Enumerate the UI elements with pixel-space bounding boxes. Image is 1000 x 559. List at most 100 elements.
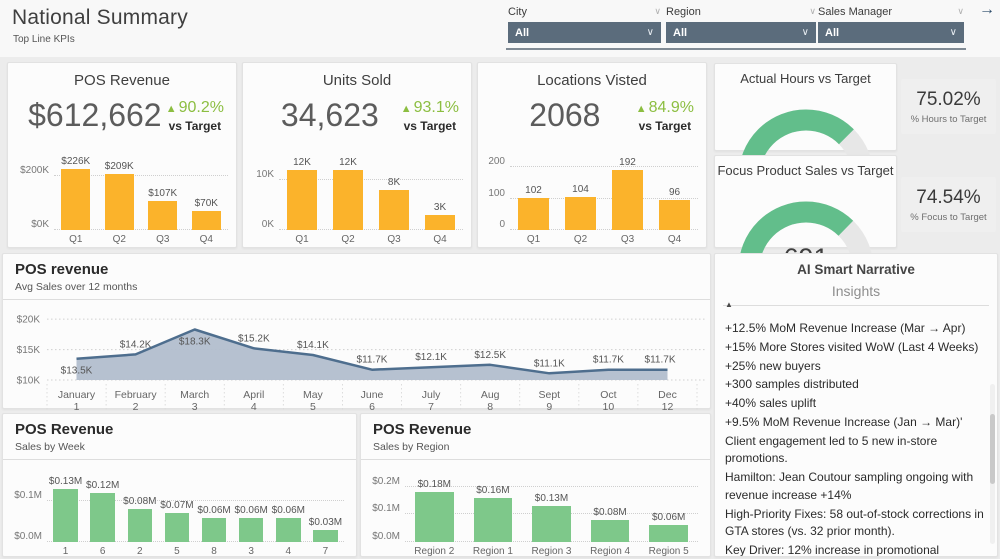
units-sold-quarterly-chart: 10K 0K 12K 12K 8K 3K Q1 Q2 Q3 Q4 — [243, 157, 471, 245]
bar-region-4[interactable] — [590, 519, 630, 542]
bar-3[interactable] — [238, 517, 264, 542]
bar-q1[interactable] — [517, 197, 550, 230]
bar-q3[interactable] — [378, 190, 410, 230]
kpi-value: $612,662 — [28, 97, 162, 133]
y-tick-label: 0K — [261, 219, 274, 230]
triangle-up-icon: ▲ — [400, 103, 412, 115]
narrative-line: +40% sales uplift — [725, 396, 817, 410]
month-label: February — [115, 389, 158, 401]
bar-value-label: $0.03M — [308, 516, 343, 528]
bar-region-3[interactable] — [532, 506, 571, 542]
pos-revenue-quarterly-chart: $200K $0K $226K $209K $107K $70K Q1 Q2 Q3 Q4 — [8, 156, 236, 245]
bar-q4[interactable] — [658, 199, 691, 230]
filter-sales-manager-select[interactable]: All ∨ — [818, 22, 964, 43]
bar-q2[interactable] — [104, 173, 134, 230]
kpi-value: 34,623 — [280, 97, 379, 133]
bar-7[interactable] — [313, 529, 338, 542]
scroll-up-icon[interactable]: ▲ — [725, 300, 733, 309]
bar-value-label: $0.18M — [417, 479, 451, 491]
filter-city: City ∨ All ∨ — [508, 4, 661, 43]
bar-value-label: 8K — [387, 177, 401, 188]
filter-city-header[interactable]: City ∨ — [508, 4, 661, 19]
panel-header: POS Revenue Sales by Week — [3, 414, 356, 460]
point-value-label: $11.1K — [534, 358, 565, 369]
gridline — [54, 175, 228, 177]
triangle-up-icon: ▲ — [635, 103, 647, 115]
x-tick-label: Region 1 — [472, 546, 513, 557]
bar-q3[interactable] — [611, 169, 644, 230]
chevron-down-icon: ∨ — [957, 6, 964, 16]
bar-q1[interactable] — [286, 170, 318, 230]
bar-value-label: $70K — [194, 198, 218, 210]
bar-region-5[interactable] — [649, 525, 689, 542]
x-tick-label: Q4 — [433, 234, 447, 245]
panel-title: POS revenue — [15, 261, 109, 278]
forward-arrow-icon[interactable]: → — [979, 1, 995, 18]
bar-5[interactable] — [164, 513, 190, 542]
bar-value-label: 12K — [339, 157, 357, 169]
y-axis: 10K 0K — [245, 159, 279, 230]
region-revenue-panel: POS Revenue Sales by Region $0.2M $0.1M $0… — [360, 413, 711, 557]
trend-line[interactable] — [76, 328, 668, 375]
scrollbar-thumb[interactable] — [990, 414, 995, 484]
gauge-title: Focus Product Sales vs Target — [717, 163, 894, 178]
bar-q4[interactable] — [424, 215, 456, 230]
bar-q3[interactable] — [148, 201, 178, 230]
bar-2[interactable] — [127, 509, 153, 542]
bar-value-label: $226K — [61, 156, 91, 168]
panel-header: POS revenue Avg Sales over 12 months — [3, 254, 710, 300]
plot-area: 12K 12K 8K 3K — [279, 157, 463, 230]
gridline — [279, 229, 463, 230]
filter-city-value: All — [515, 26, 530, 39]
bar-region-1[interactable] — [473, 497, 513, 542]
panel-subtitle: Avg Sales over 12 months — [15, 281, 138, 293]
x-tick-label: Q1 — [295, 234, 309, 245]
filter-sales-manager-header[interactable]: Sales Manager ∨ — [818, 4, 964, 19]
bar-1[interactable] — [53, 488, 78, 542]
bar-q4[interactable] — [191, 211, 221, 230]
area-fill[interactable] — [76, 329, 668, 381]
month-label: January — [58, 389, 96, 401]
kpi-delta: 84.9% — [648, 99, 694, 116]
sales-by-region-chart: $0.2M $0.1M $0.0M $0.18M $0.16M $0.13M $0.08M $… — [361, 475, 710, 557]
pct-box-focus: 74.54% % Focus to Target — [901, 177, 996, 232]
narrative-line: +25% new buyers — [725, 358, 821, 373]
x-tick-label: Q2 — [112, 234, 126, 245]
filter-region-select[interactable]: All ∨ — [666, 22, 816, 43]
bar-region-2[interactable] — [414, 492, 454, 542]
bar-q1[interactable] — [61, 169, 91, 230]
narrative-title: AI Smart Narrative — [797, 262, 915, 277]
month-number-label: 7 — [428, 401, 434, 413]
gridline — [47, 541, 344, 542]
bar-6[interactable] — [90, 493, 115, 542]
locations-visited-quarterly-chart: 200 100 0 102 104 192 96 Q1 Q2 Q3 Q4 — [478, 157, 706, 245]
gauge-title: Actual Hours vs Target — [740, 71, 871, 86]
plot-area: $226K $209K $107K $70K — [54, 156, 228, 230]
month-label: June — [361, 389, 384, 401]
bar-8[interactable] — [201, 517, 227, 542]
month-label: Dec — [658, 389, 677, 401]
filter-region-header[interactable]: Region ∨ — [666, 4, 816, 19]
bar-value-label: 3K — [433, 202, 447, 213]
month-number-label: 1 — [74, 401, 80, 413]
x-tick-label: Q3 — [156, 234, 170, 245]
filter-city-select[interactable]: All ∨ — [508, 22, 661, 43]
x-tick-label: Q4 — [667, 234, 682, 245]
x-tick-label: Q2 — [573, 234, 588, 245]
narrative-subtitle: Insights — [831, 283, 881, 299]
bar-4[interactable] — [276, 517, 301, 542]
bar-value-label: $0.06M — [271, 504, 305, 516]
narrative-line: +300 samples distributed — [725, 377, 859, 392]
x-tick-label: 7 — [322, 546, 329, 557]
x-tick-label: Region 4 — [590, 546, 631, 557]
kpi-value: 2068 — [529, 97, 601, 133]
narrative-scrollbar[interactable] — [990, 384, 995, 544]
filter-sales-manager: Sales Manager ∨ All ∨ — [818, 4, 964, 43]
plot-area: $0.18M $0.16M $0.13M $0.08M $0.06M — [405, 479, 698, 542]
ai-narrative-panel: AI Smart Narrative Insights ▲ +12.5% MoM… — [714, 253, 998, 557]
x-tick-label: 3 — [248, 546, 254, 557]
bar-q2[interactable] — [564, 197, 597, 230]
bar-q2[interactable] — [332, 170, 364, 230]
bar-value-label: $0.12M — [86, 480, 120, 492]
